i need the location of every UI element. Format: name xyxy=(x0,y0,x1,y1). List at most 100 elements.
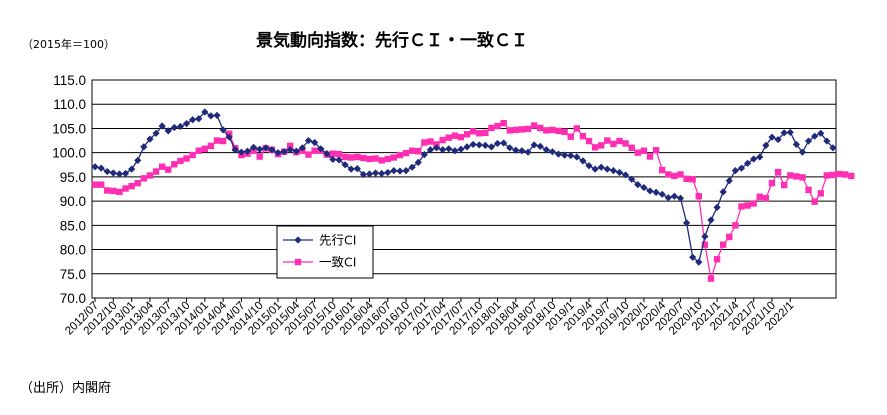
coincident-point xyxy=(518,126,526,133)
leading-point xyxy=(304,136,313,145)
leading-point xyxy=(695,258,703,266)
leading-point xyxy=(134,156,142,165)
leading-point xyxy=(420,151,428,159)
leading-point xyxy=(676,194,685,202)
leading-point xyxy=(323,150,331,158)
y-tick-label: 75.0 xyxy=(60,267,86,282)
leading-point xyxy=(219,126,227,134)
leading-point xyxy=(286,146,294,154)
coincident-point xyxy=(799,174,806,181)
chart-title: 景気動向指数：先行ＣＩ・一致ＣＩ xyxy=(256,30,528,51)
y-tick-label: 100.0 xyxy=(52,146,86,161)
coincident-point xyxy=(726,233,733,241)
leading-point xyxy=(182,120,191,128)
coincident-point xyxy=(829,171,837,179)
coincident-point xyxy=(445,134,452,141)
coincident-point xyxy=(378,157,385,164)
plot-area: 70.0 75.0 80.0 85.0 90.0 95.0 100.0 105.0 110.0 1… xyxy=(52,73,855,338)
coincident-point xyxy=(640,147,648,154)
leading-point xyxy=(817,129,825,137)
leading-point xyxy=(274,149,282,157)
leading-point xyxy=(347,165,355,173)
leading-point xyxy=(91,163,99,171)
leading-point xyxy=(268,146,276,154)
coincident-point xyxy=(439,136,446,144)
leading-point xyxy=(579,157,587,165)
leading-point xyxy=(396,167,404,175)
leading-point xyxy=(658,190,666,198)
leading-point xyxy=(554,150,563,158)
y-tick-label: 70.0 xyxy=(60,291,86,306)
leading-point xyxy=(176,122,185,131)
leading-point xyxy=(390,166,398,175)
coincident-point xyxy=(305,151,312,158)
coincident-point xyxy=(97,181,105,188)
leading-point xyxy=(774,135,782,144)
legend-box xyxy=(276,225,374,279)
leading-point xyxy=(469,140,477,149)
coincident-point xyxy=(354,153,361,161)
leading-point xyxy=(591,165,599,173)
coincident-point xyxy=(347,154,355,161)
leading-point xyxy=(786,128,794,136)
coincident-point xyxy=(512,126,520,134)
coincident-point xyxy=(707,275,715,282)
leading-point xyxy=(140,143,148,151)
coincident-point xyxy=(104,187,111,194)
leading-point xyxy=(310,138,319,147)
leading-point xyxy=(115,170,124,178)
coincident-point xyxy=(366,155,373,163)
coincident-point xyxy=(744,202,751,209)
coincident-point xyxy=(384,155,391,163)
coincident-point xyxy=(634,149,642,156)
y-tick-label: 90.0 xyxy=(60,194,86,209)
coincident-point xyxy=(719,241,727,248)
leading-point xyxy=(829,144,837,152)
leading-point xyxy=(109,169,117,177)
y-tick-label: 115.0 xyxy=(53,73,86,88)
leading-point xyxy=(628,175,636,183)
coincident-point xyxy=(402,149,410,157)
coincident-point xyxy=(286,142,294,150)
legend-coincident-label: 一致CI xyxy=(319,255,356,270)
coincident-point xyxy=(665,171,672,178)
leading-point xyxy=(823,137,831,145)
coincident-point xyxy=(171,161,178,168)
leading-point xyxy=(640,183,648,192)
coincident-point xyxy=(360,154,367,162)
leading-point xyxy=(561,151,569,159)
leading-point xyxy=(811,132,819,140)
leading-point xyxy=(689,253,697,261)
leading-point xyxy=(719,188,727,196)
leading-point xyxy=(213,111,221,119)
coincident-point xyxy=(134,179,141,187)
leading-point xyxy=(103,167,111,176)
leading-point xyxy=(365,170,374,178)
leading-point xyxy=(622,171,630,179)
legend-coincident-marker xyxy=(294,258,302,266)
coincident-point xyxy=(158,163,166,170)
leading-point xyxy=(359,170,367,179)
coincident-point xyxy=(774,168,782,176)
leading-point xyxy=(646,187,654,195)
coincident-point xyxy=(793,173,800,180)
coincident-point xyxy=(500,119,507,127)
leading-point xyxy=(743,159,752,167)
coincident-point xyxy=(805,186,812,194)
coincident-point xyxy=(451,132,459,139)
coincident-point xyxy=(329,150,337,157)
leading-point xyxy=(756,153,764,161)
leading-point xyxy=(603,165,611,173)
leading-point xyxy=(97,164,105,172)
leading-point xyxy=(463,143,471,151)
coincident-point xyxy=(189,151,196,159)
legend-leading-label: 先行CI xyxy=(319,233,356,248)
leading-point xyxy=(189,116,197,124)
coincident-point xyxy=(177,157,184,165)
coincident-point xyxy=(256,153,263,160)
leading-point xyxy=(378,169,386,178)
leading-point xyxy=(731,166,739,175)
leading-point xyxy=(487,143,496,151)
coincident-point xyxy=(408,147,416,154)
